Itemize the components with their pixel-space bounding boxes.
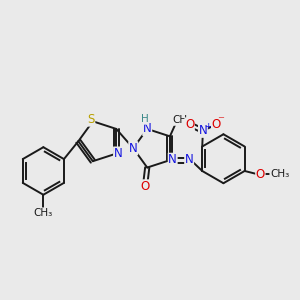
Text: N: N <box>168 153 177 166</box>
Text: O: O <box>256 168 265 181</box>
Text: CH₃: CH₃ <box>34 208 53 218</box>
Text: O: O <box>141 180 150 193</box>
Text: +: + <box>204 122 211 131</box>
Text: O: O <box>212 118 221 131</box>
Text: CH₃: CH₃ <box>270 169 289 179</box>
Text: O: O <box>185 118 194 131</box>
Text: N: N <box>143 122 152 136</box>
Text: N: N <box>114 147 122 160</box>
Text: N: N <box>199 124 207 137</box>
Text: H: H <box>141 114 148 124</box>
Text: N: N <box>185 153 194 166</box>
Text: S: S <box>87 113 95 126</box>
Text: ⁻: ⁻ <box>217 115 224 128</box>
Text: CH₃: CH₃ <box>173 115 192 125</box>
Text: N: N <box>129 142 138 155</box>
